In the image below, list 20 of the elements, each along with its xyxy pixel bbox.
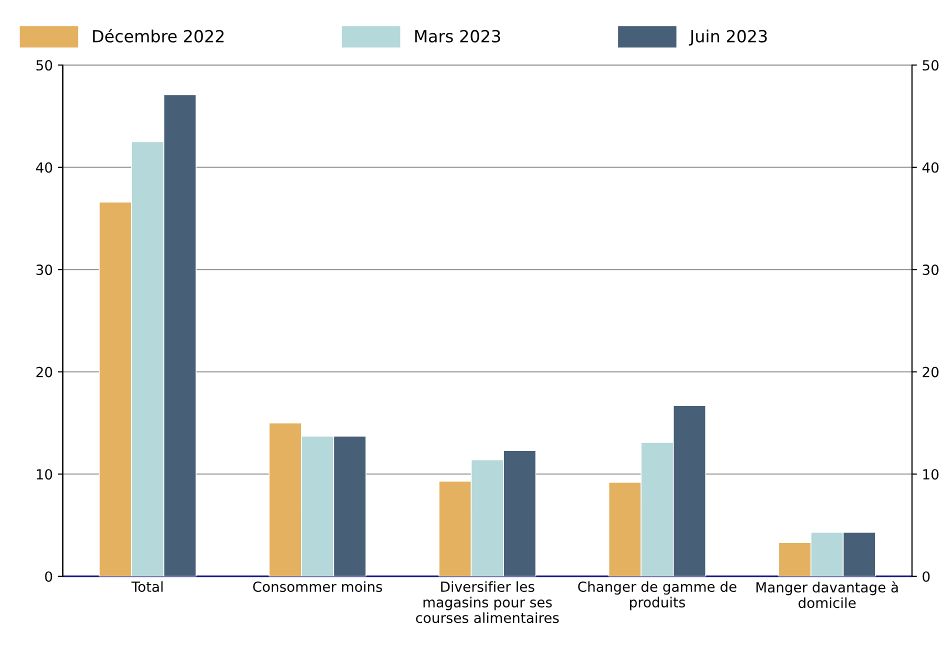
y-tick-label: 30 <box>36 264 52 276</box>
y2-tick-label: 30 <box>922 264 938 276</box>
y-tick-label: 50 <box>36 60 52 71</box>
y2-tick-label: 0 <box>922 571 930 582</box>
y-tick-label: 40 <box>36 162 52 173</box>
y2-tick-label: 50 <box>922 60 938 71</box>
legend-label: Juin 2023 <box>688 30 767 46</box>
x-tick-label: Total <box>131 581 163 592</box>
y-tick-label: 20 <box>36 366 52 378</box>
legend-label: Mars 2023 <box>415 30 500 43</box>
x-tick-label: Diversifier les magasins pour ses courses alimentaires <box>416 581 559 624</box>
y2-tick-label: 10 <box>923 469 938 480</box>
y2-tick-label: 40 <box>922 162 938 173</box>
legend-label: Décembre 2022 <box>93 28 224 43</box>
y-tick-label: 0 <box>45 571 52 582</box>
x-tick-label: Manger davantage à domicile <box>756 581 898 608</box>
x-tick-label: Consommer moins <box>253 581 382 592</box>
x-tick-label: Changer de gamme de produits <box>578 581 736 610</box>
y-tick-label: 10 <box>36 469 52 480</box>
y2-tick-label: 20 <box>922 366 938 378</box>
